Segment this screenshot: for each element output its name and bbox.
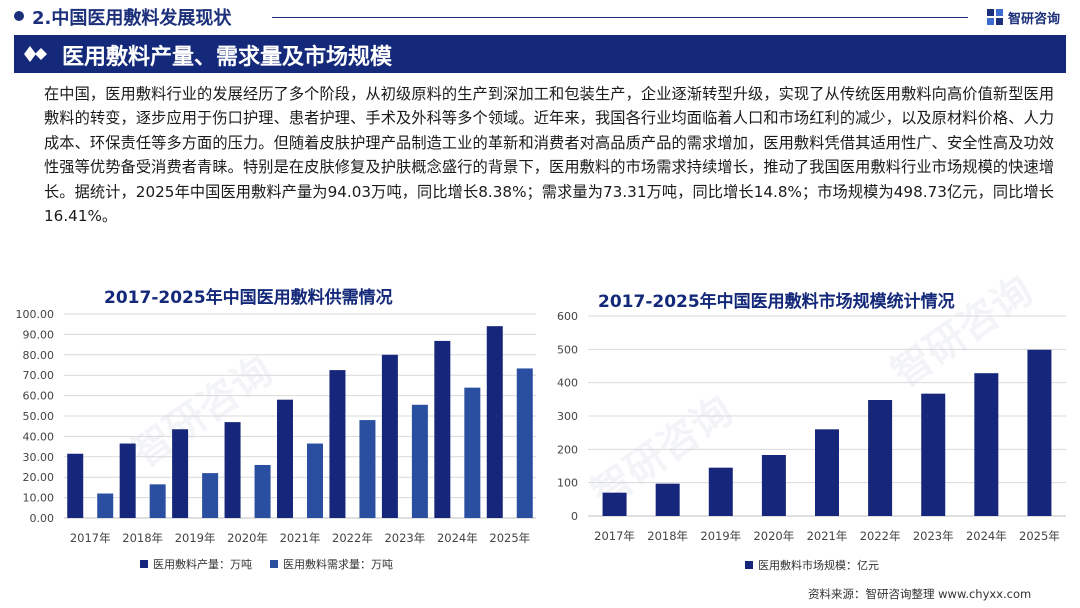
y-tick-label: 30.00 xyxy=(23,451,55,464)
y-tick-label: 10.00 xyxy=(23,492,55,505)
y-tick-label: 100 xyxy=(557,477,578,490)
bar xyxy=(67,453,84,518)
x-tick-label: 2020年 xyxy=(227,531,268,545)
y-tick-label: 20.00 xyxy=(23,471,55,484)
bar xyxy=(411,404,428,518)
x-tick-label: 2018年 xyxy=(122,531,163,545)
section-title: 2.中国医用敷料发展现状 xyxy=(32,8,232,29)
y-tick-label: 40.00 xyxy=(23,430,55,443)
bar xyxy=(868,400,893,516)
legend-label: 医用敷料市场规模：亿元 xyxy=(758,558,879,572)
x-tick-label: 2025年 xyxy=(1019,529,1060,543)
y-tick-label: 600 xyxy=(557,310,578,323)
x-tick-label: 2018年 xyxy=(647,529,688,543)
banner-title: 医用敷料产量、需求量及市场规模 xyxy=(62,45,393,70)
y-tick-label: 60.00 xyxy=(23,390,55,403)
legend-swatch xyxy=(745,561,753,569)
x-tick-label: 2024年 xyxy=(437,531,478,545)
bar xyxy=(172,429,189,518)
bar xyxy=(277,399,293,518)
y-tick-label: 90.00 xyxy=(23,328,55,341)
bar xyxy=(761,455,786,516)
bar xyxy=(359,420,376,518)
y-tick-label: 200 xyxy=(557,443,578,456)
bar xyxy=(921,393,946,516)
supply-demand-chart: 0.00 10.00 20.00 30.00 40.00 50.00 60.00 70.00 8… xyxy=(16,308,536,571)
bar xyxy=(464,387,481,518)
x-tick-label: 2019年 xyxy=(175,531,216,545)
source-note: 资料来源：智研咨询整理 www.chyxx.com xyxy=(808,587,1032,601)
bar xyxy=(202,473,219,518)
y-tick-label: 80.00 xyxy=(23,349,55,362)
x-tick-label: 2017年 xyxy=(594,529,635,543)
bar xyxy=(1027,349,1052,516)
x-tick-label: 2021年 xyxy=(280,531,321,545)
double-diamond-icon xyxy=(24,46,47,62)
bar xyxy=(708,467,733,516)
bar xyxy=(655,483,680,516)
x-tick-label: 2023年 xyxy=(384,531,425,545)
x-tick-label: 2022年 xyxy=(332,531,373,545)
bar xyxy=(119,443,136,518)
legend-swatch xyxy=(270,560,278,568)
legend-label: 医用敷料产量：万吨 xyxy=(153,557,252,571)
bar xyxy=(486,326,503,518)
y-tick-label: 0.00 xyxy=(30,512,55,525)
bar xyxy=(254,464,271,518)
x-tick-label: 2021年 xyxy=(807,529,848,543)
brand-logo-icon xyxy=(987,9,1003,25)
body-paragraph: 在中国，医用敷料行业的发展经历了多个阶段，从初级原料的生产到深加工和包装生产，企… xyxy=(44,85,1054,226)
y-tick-label: 300 xyxy=(557,410,578,423)
x-tick-label: 2023年 xyxy=(913,529,954,543)
bullet-dot-icon xyxy=(14,11,24,21)
chart-title-supply-demand: 2017-2025年中国医用敷料供需情况 xyxy=(104,288,393,308)
x-tick-label: 2019年 xyxy=(700,529,741,543)
bar xyxy=(149,484,166,518)
y-tick-label: 400 xyxy=(557,377,578,390)
market-size-chart: 0 100 200 300 400 500 600 2017年 2018年 2019年 2020年 2… xyxy=(557,310,1066,572)
bar xyxy=(815,429,839,516)
legend-swatch xyxy=(140,560,148,568)
y-tick-label: 100.00 xyxy=(16,308,55,321)
y-tick-label: 0 xyxy=(571,510,578,523)
x-tick-label: 2022年 xyxy=(860,529,901,543)
bar xyxy=(97,493,114,518)
legend-label: 医用敷料需求量：万吨 xyxy=(283,557,393,571)
x-tick-label: 2020年 xyxy=(753,529,794,543)
title-banner: 医用敷料产量、需求量及市场规模 xyxy=(14,35,1066,73)
brand-name: 智研咨询 xyxy=(1008,11,1061,27)
bar xyxy=(224,422,241,518)
brand: 智研咨询 xyxy=(986,6,1060,28)
y-tick-label: 70.00 xyxy=(23,369,55,382)
y-tick-label: 500 xyxy=(557,343,578,356)
bar xyxy=(381,354,398,518)
chart-title-market-size: 2017-2025年中国医用敷料市场规模统计情况 xyxy=(598,292,955,312)
bar xyxy=(602,492,627,516)
x-tick-label: 2025年 xyxy=(489,531,530,545)
y-tick-label: 50.00 xyxy=(23,410,55,423)
x-tick-label: 2024年 xyxy=(966,529,1007,543)
x-tick-label: 2017年 xyxy=(70,531,111,545)
bar xyxy=(516,368,533,518)
bar xyxy=(434,340,451,518)
bar xyxy=(974,373,999,516)
bar xyxy=(329,370,346,518)
bar xyxy=(307,443,323,518)
header-divider xyxy=(272,17,968,18)
top-header: 2.中国医用敷料发展现状 智研咨询 xyxy=(0,0,1080,34)
